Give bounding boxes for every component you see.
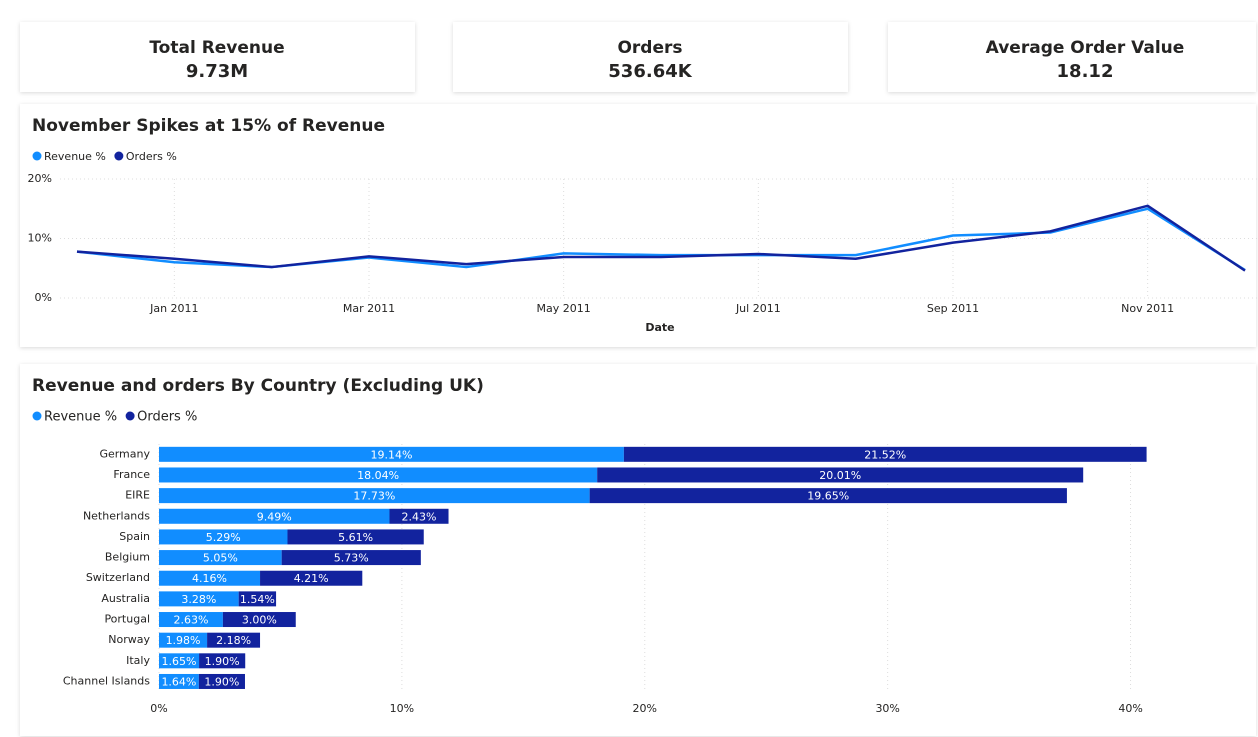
bar [199, 653, 246, 669]
bar [287, 529, 424, 545]
legend-label: Revenue % [44, 410, 117, 425]
data-label: 1.90% [204, 675, 239, 688]
data-label: 1.90% [205, 655, 240, 668]
data-label: 5.61% [338, 531, 373, 544]
bar [207, 632, 261, 648]
data-label: 1.98% [166, 634, 201, 647]
legend-label: Orders % [126, 150, 177, 163]
legend-marker [32, 151, 42, 161]
y-tick-label: Portugal [104, 613, 150, 626]
x-tick-label: Jul 2011 [735, 302, 781, 315]
y-tick-label: 20% [28, 172, 52, 185]
bar [222, 612, 296, 628]
x-tick-label: 0% [150, 702, 167, 715]
bar [159, 529, 288, 545]
bar [238, 591, 277, 607]
bar [159, 612, 223, 628]
y-tick-label: Australia [101, 592, 150, 605]
data-label: 1.65% [162, 655, 197, 668]
bar [623, 446, 1147, 462]
bar [159, 467, 598, 483]
data-label: 2.63% [173, 614, 208, 627]
data-label: 20.01% [819, 469, 861, 482]
card-value: 18.12 [1057, 61, 1114, 82]
bar [159, 673, 199, 689]
x-tick-label: Nov 2011 [1121, 302, 1174, 315]
bar [389, 508, 449, 524]
card [453, 22, 848, 92]
y-tick-label: 0% [35, 291, 52, 304]
data-label: 17.73% [353, 490, 395, 503]
y-tick-label: Netherlands [83, 509, 150, 522]
data-label: 2.18% [216, 634, 251, 647]
chart-title: Revenue and orders By Country (Excluding… [32, 376, 484, 396]
x-tick-label: May 2011 [537, 302, 591, 315]
data-label: 18.04% [357, 469, 399, 482]
data-label: 3.28% [181, 593, 216, 606]
legend-label: Orders % [137, 410, 197, 425]
legend-marker [125, 411, 135, 421]
card-label: Orders [617, 38, 682, 58]
bar [198, 673, 245, 689]
bar [159, 570, 261, 586]
bar [159, 632, 208, 648]
legend-marker [32, 411, 42, 421]
y-tick-label: Spain [119, 530, 150, 543]
y-tick-label: Channel Islands [63, 674, 150, 687]
x-axis-label: Date [645, 321, 674, 334]
bar [281, 550, 421, 566]
card-value: 536.64K [608, 61, 692, 82]
bar [159, 508, 390, 524]
x-tick-label: 40% [1118, 702, 1142, 715]
card [20, 22, 415, 92]
chart-title: November Spikes at 15% of Revenue [32, 116, 385, 136]
data-label: 5.05% [203, 552, 238, 565]
line-series [76, 204, 1246, 272]
bar [260, 570, 363, 586]
x-tick-label: 20% [633, 702, 657, 715]
x-tick-label: Mar 2011 [343, 302, 395, 315]
bar [159, 653, 200, 669]
card-value: 9.73M [186, 61, 248, 82]
bar [159, 591, 239, 607]
legend-label: Revenue % [44, 150, 106, 163]
card-label: Average Order Value [986, 38, 1185, 58]
data-label: 1.54% [240, 593, 275, 606]
y-tick-label: Switzerland [86, 571, 150, 584]
data-label: 4.21% [294, 572, 329, 585]
x-tick-label: 30% [875, 702, 899, 715]
data-label: 5.29% [206, 531, 241, 544]
data-label: 3.00% [242, 614, 277, 627]
y-tick-label: Italy [126, 654, 150, 667]
x-tick-label: 10% [390, 702, 414, 715]
data-label: 21.52% [864, 448, 906, 461]
card [888, 22, 1256, 92]
data-label: 2.43% [402, 510, 437, 523]
y-tick-label: Belgium [105, 551, 150, 564]
data-label: 1.64% [161, 675, 196, 688]
data-label: 19.65% [807, 490, 849, 503]
panel [20, 104, 1256, 347]
data-label: 9.49% [257, 510, 292, 523]
x-tick-label: Sep 2011 [927, 302, 979, 315]
data-label: 4.16% [192, 572, 227, 585]
data-label: 5.73% [334, 552, 369, 565]
bar [159, 446, 624, 462]
legend-marker [114, 151, 124, 161]
y-tick-label: Norway [108, 633, 150, 646]
data-label: 19.14% [370, 448, 412, 461]
bar [597, 467, 1084, 483]
card-label: Total Revenue [149, 38, 284, 58]
y-tick-label: 10% [28, 232, 52, 245]
y-tick-label: EIRE [125, 489, 150, 502]
y-tick-label: France [113, 468, 150, 481]
x-tick-label: Jan 2011 [149, 302, 198, 315]
y-tick-label: Germany [99, 447, 150, 460]
bar [589, 488, 1067, 504]
bar [159, 488, 590, 504]
bar [159, 550, 282, 566]
